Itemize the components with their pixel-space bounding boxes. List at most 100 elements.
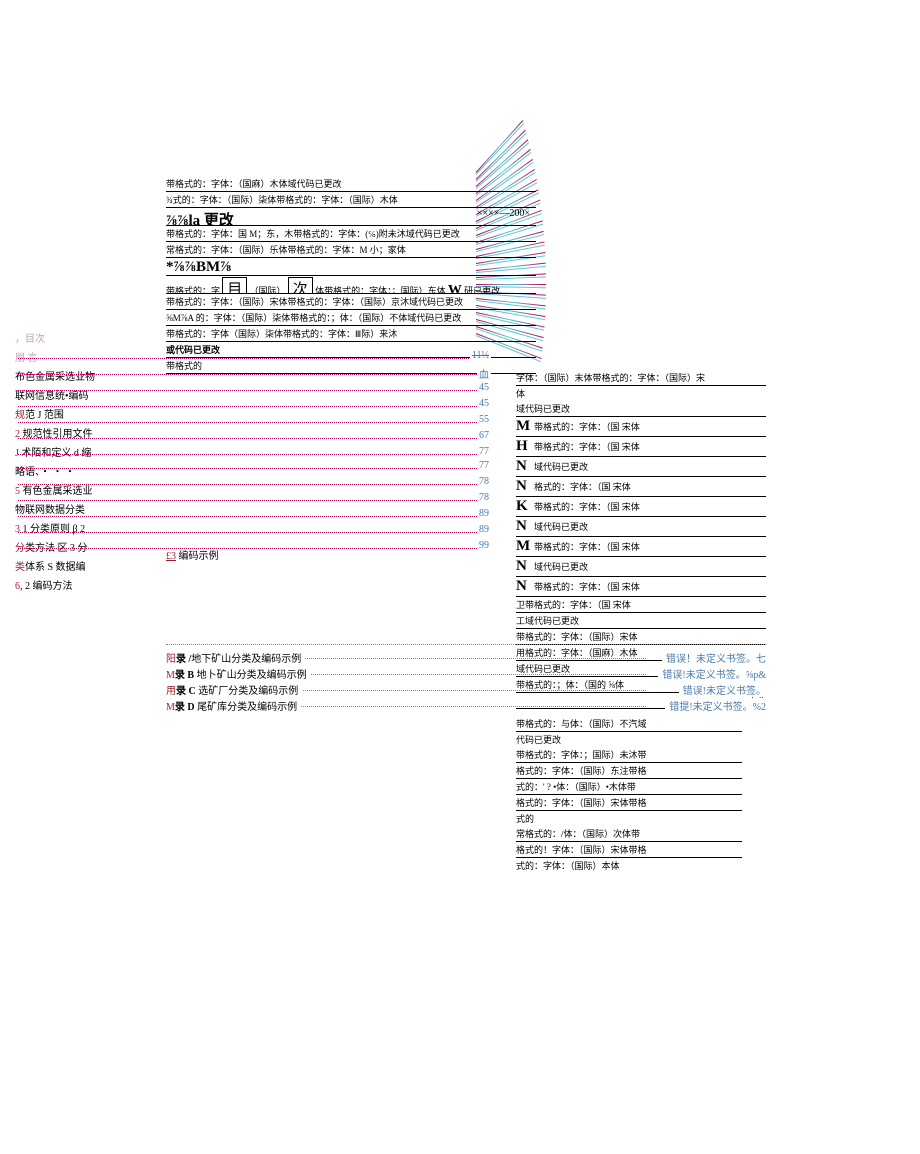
right-letter-row: N域代码已更改 — [516, 517, 766, 537]
r-line: 字体：（国际）末体带格式的：字体：（国际）宋 — [516, 370, 766, 386]
right-lower-line: 带格式的：与体：（国际）不汽域 — [516, 716, 742, 732]
toc-page-number: 89 — [477, 508, 491, 519]
toc-dotted-row: 67 — [18, 428, 483, 442]
appendix-row: 阳录 /地下矿山分类及编码示例 错误！未定义书签。七 — [166, 650, 766, 666]
dot-leader — [18, 516, 483, 517]
fraction-text: ⅞⅞la 更改 — [166, 213, 234, 226]
right-lower-line: 格式的：字体：（国际）东注带格 — [516, 763, 742, 779]
toc-dotted-row: 77 — [18, 444, 483, 458]
toc-page-number: 45 — [477, 398, 491, 409]
toc-page-number: 11½ — [470, 350, 491, 361]
ci-box: 次 — [288, 277, 313, 294]
right-letter-row: M带格式的：字体：（国 宋体 — [516, 537, 766, 557]
dot-leader — [18, 484, 483, 485]
r-line: 工域代码已更改 — [516, 613, 766, 629]
fraction-line-1: ⅞⅞la 更改 ××××—200× — [166, 208, 536, 226]
dot-leader — [18, 422, 483, 423]
toc-header-1: ，目次 — [15, 330, 165, 345]
bookmark-error: 错误!未定义书签。 — [679, 682, 766, 697]
right-letter-row: N域代码已更改 — [516, 457, 766, 477]
text-frag: （国际） — [250, 286, 286, 294]
big-letter: H — [516, 438, 534, 455]
dot-leader — [18, 358, 483, 359]
toc-page-number: 78 — [477, 492, 491, 503]
right-lower-line: 式的：' ? •体：（国际）•木体带 — [516, 779, 742, 795]
dot-leader — [18, 406, 483, 407]
toc-dotted-row: 55 — [18, 412, 483, 426]
big-letter: M — [516, 538, 534, 555]
r-line: 体 — [516, 386, 766, 401]
toc-dotted-row: 78 — [18, 474, 483, 488]
dot-leader — [18, 548, 483, 549]
mu-ci-line: 带格式的：字 目 （国际） 次 体带格式的：字体：；国际）东体 W 研已更改 — [166, 276, 536, 294]
appendix-block: 阳录 /地下矿山分类及编码示例 错误！未定义书签。七 M录 B 地卜矿山分类及编码示… — [166, 636, 766, 714]
right-lower-line: 常格式的：/体：（国际）次体带 — [516, 826, 742, 842]
big-letter: K — [516, 498, 534, 515]
right-letter-text: 带格式的：字体：（国 宋体 — [534, 502, 640, 512]
right-lower-line: 式的：字体：（国际）本体 — [516, 858, 742, 873]
w-letter: W — [448, 283, 462, 294]
right-letter-text: 域代码已更改 — [534, 462, 588, 472]
toc-page-number: 77 — [477, 446, 491, 457]
right-lower-line: 带格式的：字体：；国际）未沐带 — [516, 747, 742, 763]
right-letter-row: N域代码已更改 — [516, 557, 766, 577]
big-letter: N — [516, 578, 534, 595]
right-letter-row: K带格式的：字体：（国 宋体 — [516, 497, 766, 517]
fmt-line: 带格式的：字体（国际）柒体带格式的：字体：Ⅲ际）来沐 — [166, 326, 536, 342]
dot-leader — [18, 438, 483, 439]
toc-dotted-row: 45 — [18, 396, 483, 410]
fmt-line: ¾式的：字体：（国际）柒体带格式的：字体：（国际）木体 — [166, 192, 536, 208]
document-page: 带格式的：字体：（国麻）木体域代码已更改 ¾式的：字体：（国际）柒体带格式的：字… — [0, 0, 920, 1154]
example-3-underline: £3 — [166, 551, 176, 562]
toc-page-number: 67 — [477, 430, 491, 441]
text-frag: 研已更改 — [464, 286, 500, 294]
dot-leader — [166, 644, 766, 645]
fmt-line: ⅝M⅞A 的：字体：（国际）柒体带格式的：；体：（国际）不体域代码已更改 — [166, 310, 536, 326]
right-letter-row: N格式的：字体：（国 宋体 — [516, 477, 766, 497]
dot-leader — [18, 374, 483, 375]
fraction-text: *⅞⅞BM⅞ — [166, 259, 231, 275]
bookmark-error: 错误！未定义书签。七 — [662, 650, 766, 665]
toc-page-number: 78 — [477, 476, 491, 487]
toc-item: 类体系 S 数据编 — [15, 558, 165, 573]
appendix-label: M录 D 尾矿库分类及编码示例 — [166, 698, 301, 713]
appendix-row: 用录 C 选矿厂分类及编码示例 错误!未定义书签。 — [166, 682, 766, 698]
mu-box: 目 — [222, 277, 247, 294]
right-letter-text: 带格式的：字体：（国 宋体 — [534, 542, 640, 552]
r-line: 域代码已更改 — [516, 401, 766, 417]
fmt-line: 带格式的：字体：（国麻）木体域代码已更改 — [166, 176, 536, 192]
toc-dotted-row: 89 — [18, 522, 483, 536]
text-frag: 体带格式的：字体：；国际）东体 — [315, 286, 446, 294]
dot-leader — [18, 454, 483, 455]
toc-page-number: 血 — [477, 366, 491, 381]
big-letter: N — [516, 458, 534, 475]
big-letter: N — [516, 518, 534, 535]
big-letter: N — [516, 558, 534, 575]
toc-dotted-row: 11½ — [18, 348, 483, 362]
toc-dotted-row: 89 — [18, 506, 483, 520]
right-letter-row: M带格式的：字体：（国 宋体 — [516, 417, 766, 437]
example-3-label: £3 编码示例 — [166, 547, 219, 562]
fmt-line: 常格式的：字体：（国际）乐体带格式的：字体：M 小；家体 — [166, 242, 536, 258]
dot-leader — [18, 532, 483, 533]
right-lower-line: 代码已更改 — [516, 732, 742, 747]
right-lower-line: 格式的：字体：（国际）宋体带格 — [516, 795, 742, 811]
appendix-label: 阳录 /地下矿山分类及编码示例 — [166, 650, 305, 665]
big-letter: N — [516, 478, 534, 495]
right-letter-row: H带格式的：字体：（国 宋体 — [516, 437, 766, 457]
right-letter-text: 带格式的：字体：（国 宋体 — [534, 422, 640, 432]
year-number: ××××—200× — [477, 208, 530, 219]
fmt-line: 带格式的：字体：国 M；东，木带格式的：字体：(℅)附未沐域代码已更改 — [166, 226, 536, 242]
toc-dotted-row: 77 — [18, 458, 483, 472]
dot-leader — [18, 468, 483, 469]
toc-dotted-row: 45 — [18, 380, 483, 394]
toc-dotted-row: 78 — [18, 490, 483, 504]
toc-page-number: 77 — [477, 460, 491, 471]
bookmark-error: 错误!未定义书签。⅝p& — [658, 666, 766, 681]
appendix-label: 用录 C 选矿厂分类及编码示例 — [166, 682, 302, 697]
appendix-label: M录 B 地卜矿山分类及编码示例 — [166, 666, 311, 681]
right-lower-line: 式的 — [516, 811, 742, 826]
right-letter-row: N带格式的：字体：（国 宋体 — [516, 577, 766, 597]
appendix-row: M录 D 尾矿库分类及编码示例错提!未定义书签。%2 — [166, 698, 766, 714]
toc-page-number: 89 — [477, 524, 491, 535]
